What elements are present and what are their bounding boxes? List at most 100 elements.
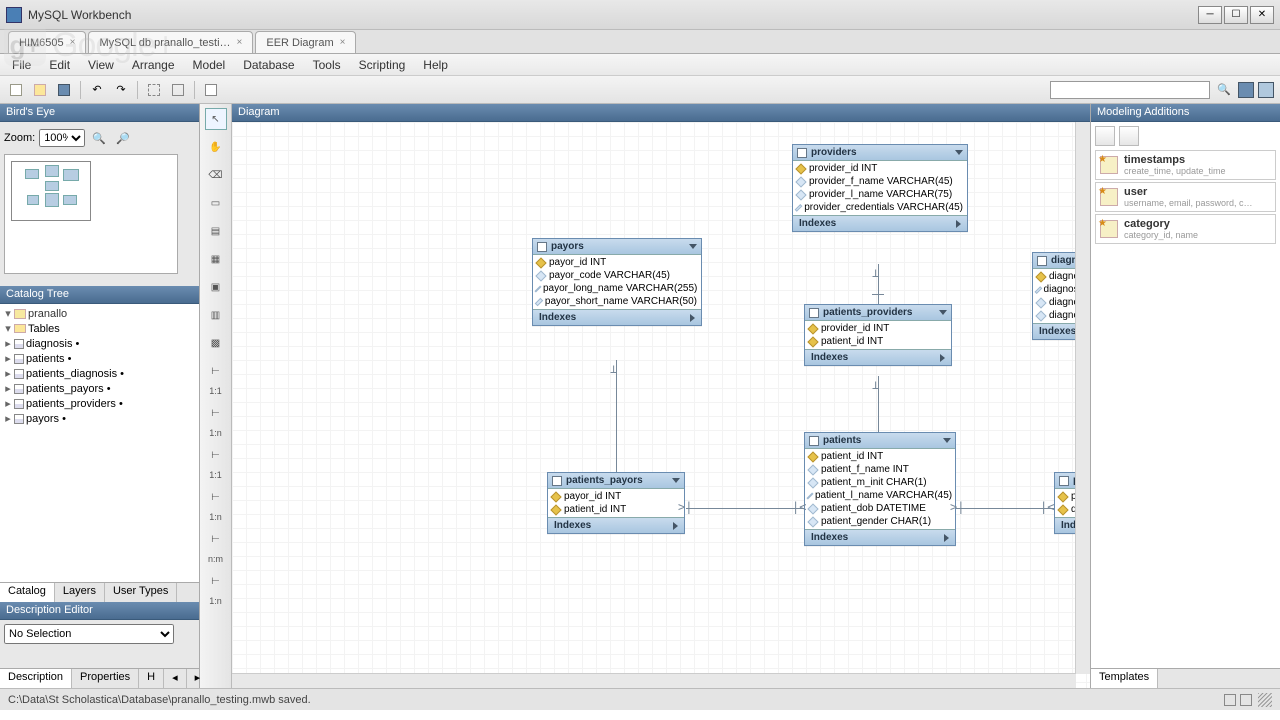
rel-existing-tool[interactable]: ⊢ <box>205 570 227 592</box>
entity-menu-icon[interactable] <box>943 438 951 443</box>
entity-menu-icon[interactable] <box>955 150 963 155</box>
entity-diagnosis[interactable]: diagnosisdiagnosis_id INTdiagnosis_code_… <box>1032 252 1090 340</box>
entity-menu-icon[interactable] <box>689 244 697 249</box>
menu-scripting[interactable]: Scripting <box>351 56 414 74</box>
search-input[interactable] <box>1050 81 1210 99</box>
rel-nm-tool[interactable]: ⊢ <box>205 528 227 550</box>
rel-1nid-tool[interactable]: ⊢ <box>205 486 227 508</box>
menu-file[interactable]: File <box>4 56 39 74</box>
table-node-diagnosis[interactable]: ▸diagnosis • <box>0 336 199 351</box>
panel-toggle-right[interactable] <box>1258 82 1274 98</box>
rel-1n-tool[interactable]: ⊢ <box>205 402 227 424</box>
catalog-tabs: Catalog Layers User Types <box>0 582 199 602</box>
new-file-button[interactable] <box>6 80 26 100</box>
add-template-button[interactable] <box>1095 126 1115 146</box>
menu-arrange[interactable]: Arrange <box>124 56 183 74</box>
doc-tab-0[interactable]: HIM6505× <box>8 31 86 53</box>
menu-edit[interactable]: Edit <box>41 56 78 74</box>
pointer-tool[interactable]: ↖ <box>205 108 227 130</box>
close-tab-icon[interactable]: × <box>237 37 243 48</box>
redo-button[interactable]: ↷ <box>111 80 131 100</box>
entity-payors[interactable]: payorspayor_id INTpayor_code VARCHAR(45)… <box>532 238 702 326</box>
entity-patients_payors[interactable]: patients_payorspayor_id INTpatient_id IN… <box>547 472 685 534</box>
entity-patients[interactable]: patientspatient_id INTpatient_f_name INT… <box>804 432 956 546</box>
doc-tab-1[interactable]: MySQL db pranallo_testi…× <box>88 31 253 53</box>
menu-tools[interactable]: Tools <box>305 56 349 74</box>
catalog-header: Catalog Tree <box>0 286 199 304</box>
view-tool[interactable]: ▥ <box>205 304 227 326</box>
app-icon <box>6 7 22 23</box>
entity-patients_providers[interactable]: patients_providersprovider_id INTpatient… <box>804 304 952 366</box>
table-node-patients[interactable]: ▸patients • <box>0 351 199 366</box>
zoom-out-icon[interactable]: 🔎 <box>113 128 133 148</box>
status-panel-toggle-2[interactable] <box>1240 694 1252 706</box>
diagram-canvas[interactable]: providersprovider_id INTprovider_f_name … <box>232 122 1090 688</box>
entity-providers[interactable]: providersprovider_id INTprovider_f_name … <box>792 144 968 232</box>
entity-menu-icon[interactable] <box>939 310 947 315</box>
toolbar: ↶ ↷ 🔍 <box>0 76 1280 104</box>
modeling-tab-templates[interactable]: Templates <box>1091 669 1158 688</box>
undo-button[interactable]: ↶ <box>87 80 107 100</box>
menu-view[interactable]: View <box>80 56 122 74</box>
add-template-folder-button[interactable] <box>1119 126 1139 146</box>
menu-database[interactable]: Database <box>235 56 302 74</box>
entity-menu-icon[interactable] <box>672 478 680 483</box>
tables-folder[interactable]: Tables <box>28 323 60 335</box>
table-node-patients_providers[interactable]: ▸patients_providers • <box>0 396 199 411</box>
desc-tab-description[interactable]: Description <box>0 669 72 688</box>
grid-toggle-button[interactable] <box>144 80 164 100</box>
panel-toggle-left[interactable] <box>1238 82 1254 98</box>
resize-grip[interactable] <box>1258 693 1272 707</box>
open-file-button[interactable] <box>30 80 50 100</box>
table-node-payors[interactable]: ▸payors • <box>0 411 199 426</box>
close-tab-icon[interactable]: × <box>70 37 76 48</box>
doc-tab-2[interactable]: EER Diagram× <box>255 31 356 53</box>
rel-11-tool[interactable]: ⊢ <box>205 360 227 382</box>
note-tool[interactable]: ▤ <box>205 220 227 242</box>
document-tabs: HIM6505× MySQL db pranallo_testi…× EER D… <box>0 30 1280 54</box>
desc-tab-h[interactable]: H <box>139 669 164 688</box>
rel-11id-tool[interactable]: ⊢ <box>205 444 227 466</box>
schema-node[interactable]: pranallo <box>28 308 67 320</box>
minimize-button[interactable]: ─ <box>1198 6 1222 24</box>
modeling-header: Modeling Additions <box>1091 104 1280 122</box>
diagram-toolbar: ↖ ✋ ⌫ ▭ ▤ ▦ ▣ ▥ ▩ ⊢1:1 ⊢1:n ⊢1:1 ⊢1:n ⊢n… <box>200 104 232 688</box>
birds-eye-preview[interactable] <box>4 154 178 274</box>
close-tab-icon[interactable]: × <box>340 37 346 48</box>
window-title: MySQL Workbench <box>28 8 1198 22</box>
description-select[interactable]: No Selection <box>4 624 174 644</box>
catalog-tab-catalog[interactable]: Catalog <box>0 583 55 602</box>
birds-eye-header: Bird's Eye <box>0 104 199 122</box>
table-node-patients_payors[interactable]: ▸patients_payors • <box>0 381 199 396</box>
close-button[interactable]: ✕ <box>1250 6 1274 24</box>
description-tabs: Description Properties H ◂ ▸ <box>0 668 199 688</box>
hand-tool[interactable]: ✋ <box>205 136 227 158</box>
eraser-tool[interactable]: ⌫ <box>205 164 227 186</box>
zoom-in-icon[interactable]: 🔍 <box>89 128 109 148</box>
menu-help[interactable]: Help <box>415 56 456 74</box>
image-tool[interactable]: ▦ <box>205 248 227 270</box>
export-button[interactable] <box>201 80 221 100</box>
template-category[interactable]: categorycategory_id, name <box>1095 214 1276 244</box>
catalog-tab-layers[interactable]: Layers <box>55 583 105 602</box>
table-tool[interactable]: ▣ <box>205 276 227 298</box>
maximize-button[interactable]: ☐ <box>1224 6 1248 24</box>
desc-tab-prev[interactable]: ◂ <box>164 669 187 688</box>
catalog-tree[interactable]: ▾pranallo ▾Tables ▸diagnosis •▸patients … <box>0 304 199 582</box>
zoom-label: Zoom: <box>4 132 35 144</box>
menu-bar: File Edit View Arrange Model Database To… <box>0 54 1280 76</box>
template-timestamps[interactable]: timestampscreate_time, update_time <box>1095 150 1276 180</box>
desc-tab-properties[interactable]: Properties <box>72 669 139 688</box>
table-node-patients_diagnosis[interactable]: ▸patients_diagnosis • <box>0 366 199 381</box>
catalog-tab-usertypes[interactable]: User Types <box>105 583 177 602</box>
routine-tool[interactable]: ▩ <box>205 332 227 354</box>
entity-patients_diagnosis[interactable]: patients_diagnosispatient_id INTdiagnosi… <box>1054 472 1090 534</box>
save-button[interactable] <box>54 80 74 100</box>
search-go-button[interactable]: 🔍 <box>1214 80 1234 100</box>
align-button[interactable] <box>168 80 188 100</box>
layer-tool[interactable]: ▭ <box>205 192 227 214</box>
template-user[interactable]: userusername, email, password, c… <box>1095 182 1276 212</box>
status-panel-toggle-1[interactable] <box>1224 694 1236 706</box>
zoom-select[interactable]: 100% <box>39 129 85 147</box>
menu-model[interactable]: Model <box>185 56 234 74</box>
